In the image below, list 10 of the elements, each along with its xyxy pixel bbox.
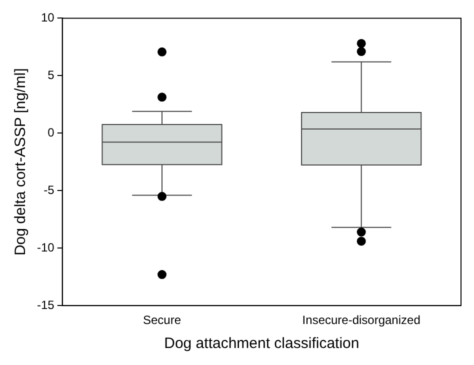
- y-tick-label: -15: [37, 298, 55, 312]
- x-tick-label: Secure: [142, 313, 182, 328]
- x-tick-label: Insecure-disorganized: [302, 313, 420, 328]
- y-tick-label: -5: [44, 182, 55, 197]
- y-tick-label: 0: [48, 125, 55, 140]
- x-axis-title: Dog attachment classification: [164, 335, 360, 352]
- y-axis-title: Dog delta cort-ASSP [ng/ml]: [12, 68, 30, 256]
- y-tick-label: 5: [48, 68, 55, 82]
- y-tick-label: -10: [37, 240, 55, 254]
- y-tick-label: 10: [40, 10, 55, 25]
